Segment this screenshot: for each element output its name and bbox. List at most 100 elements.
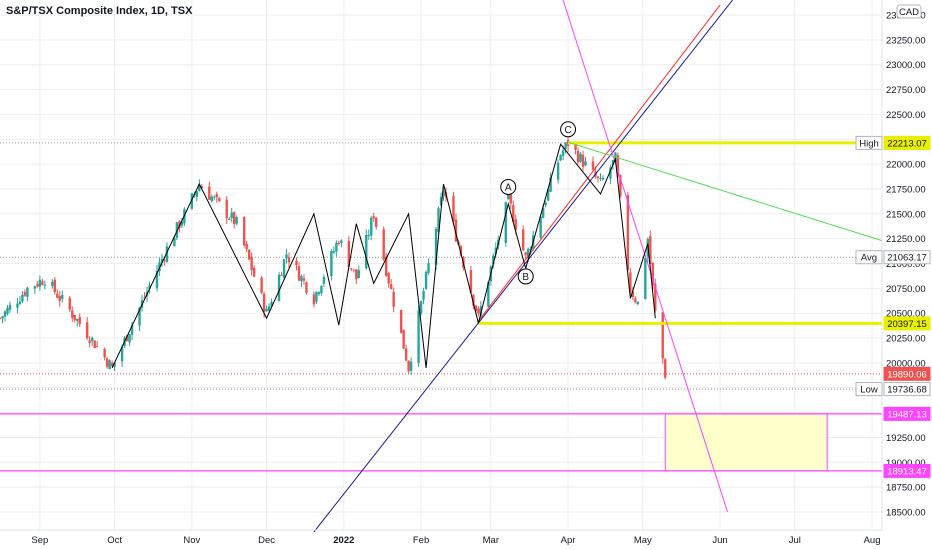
candle-body (56, 293, 59, 298)
drawings[interactable] (0, 0, 883, 533)
price-tick-label: 18750.00 (886, 483, 926, 494)
candle-body (626, 195, 630, 270)
candle-body (487, 281, 490, 307)
candle-body (576, 150, 580, 163)
candle-body (664, 359, 667, 378)
price-tick-label: 23000.00 (886, 60, 926, 71)
candle-body (16, 303, 19, 308)
price-tag (883, 250, 931, 265)
candle-body (285, 254, 288, 259)
candle-body (556, 162, 560, 180)
target-zone-box[interactable] (664, 413, 828, 472)
candle-body (262, 293, 266, 312)
pivot-label: C (564, 125, 571, 136)
candle-body (76, 319, 79, 321)
candle-body (419, 301, 423, 314)
trend-line[interactable] (567, 141, 883, 242)
candle-body (215, 193, 218, 198)
trend-line[interactable] (477, 4, 721, 322)
candle-body (300, 276, 303, 282)
candle-body (524, 252, 527, 256)
price-tag (883, 382, 931, 397)
time-tick-label: Apr (561, 535, 576, 546)
candle-body (113, 362, 116, 367)
candle-body (233, 212, 236, 225)
candle-body (522, 229, 525, 251)
candle-body (95, 346, 99, 348)
candle-body (125, 335, 129, 342)
price-tick-label: 21000.00 (886, 259, 926, 270)
price-tick-label: 18500.00 (886, 508, 926, 519)
candle-body (631, 291, 635, 297)
candle-body (382, 229, 385, 260)
price-tag (883, 463, 931, 478)
candle-body (58, 296, 61, 301)
candle-body (601, 178, 605, 180)
candle-body (105, 358, 109, 367)
candle-body (86, 322, 89, 339)
candle-body (0, 317, 2, 319)
candle-body (340, 240, 343, 243)
candle-body (357, 270, 360, 279)
candle-body (103, 349, 106, 358)
price-tag-label-box (855, 382, 883, 397)
candle-body (78, 316, 81, 325)
candle-body (245, 243, 248, 250)
time-axis[interactable]: Sep Oct Nov Dec 2022 Feb Mar Apr May Jun Jul Aug (31, 535, 880, 546)
reference-lines (0, 142, 882, 390)
candle-body (611, 160, 615, 165)
candle-body (581, 154, 585, 167)
candle-body (512, 205, 515, 222)
candle-body (250, 256, 253, 271)
pivot-circle (560, 121, 577, 138)
candle-body (596, 176, 600, 178)
candle-body (73, 315, 76, 321)
candle-body (277, 274, 281, 301)
candle-body (1, 316, 4, 319)
trend-line[interactable] (562, 0, 729, 513)
candle-body (492, 255, 495, 265)
candle-body (409, 361, 413, 371)
candle-body (514, 219, 517, 230)
price-tag (883, 316, 931, 331)
price-tick-label: 22750.00 (886, 85, 926, 96)
candle-body (282, 259, 286, 278)
time-tick-label: Mar (483, 535, 499, 546)
currency-badge[interactable]: CAD (896, 4, 922, 19)
candle-body (355, 269, 358, 280)
candle-body (148, 285, 151, 289)
pivot-circle (517, 268, 534, 285)
price-tick-label: 19250.00 (886, 433, 926, 444)
candle-body (93, 340, 96, 349)
price-tag (883, 406, 931, 421)
candle-body (442, 191, 445, 196)
price-tag-label-box (855, 135, 883, 150)
candle-body (18, 301, 22, 305)
candle-body (8, 304, 12, 310)
candle-body (36, 283, 39, 287)
candle-body (424, 271, 428, 289)
candle-body (591, 161, 595, 170)
candle-body (230, 212, 233, 219)
candle-body (130, 325, 134, 335)
candle-body (434, 228, 438, 265)
price-tick-label: 23250.00 (886, 35, 926, 46)
price-tick-label: 22500.00 (886, 110, 926, 121)
price-tick-label: 22000.00 (886, 160, 926, 171)
candle-body (270, 301, 273, 307)
price-tag-value: 19736.68 (887, 385, 927, 396)
candle-body (26, 287, 29, 297)
candle-body (546, 189, 550, 201)
candle-body (452, 195, 455, 222)
trend-line[interactable] (313, 0, 733, 533)
price-tick-label: 21500.00 (886, 209, 926, 220)
candle-body (317, 292, 321, 295)
candle-body (407, 360, 410, 372)
candle-body (61, 294, 64, 299)
zigzag-line[interactable] (111, 143, 656, 369)
time-tick-label: Jul (789, 535, 801, 546)
candle-body (477, 308, 480, 314)
candle-body (494, 247, 498, 255)
candle-body (158, 262, 161, 272)
